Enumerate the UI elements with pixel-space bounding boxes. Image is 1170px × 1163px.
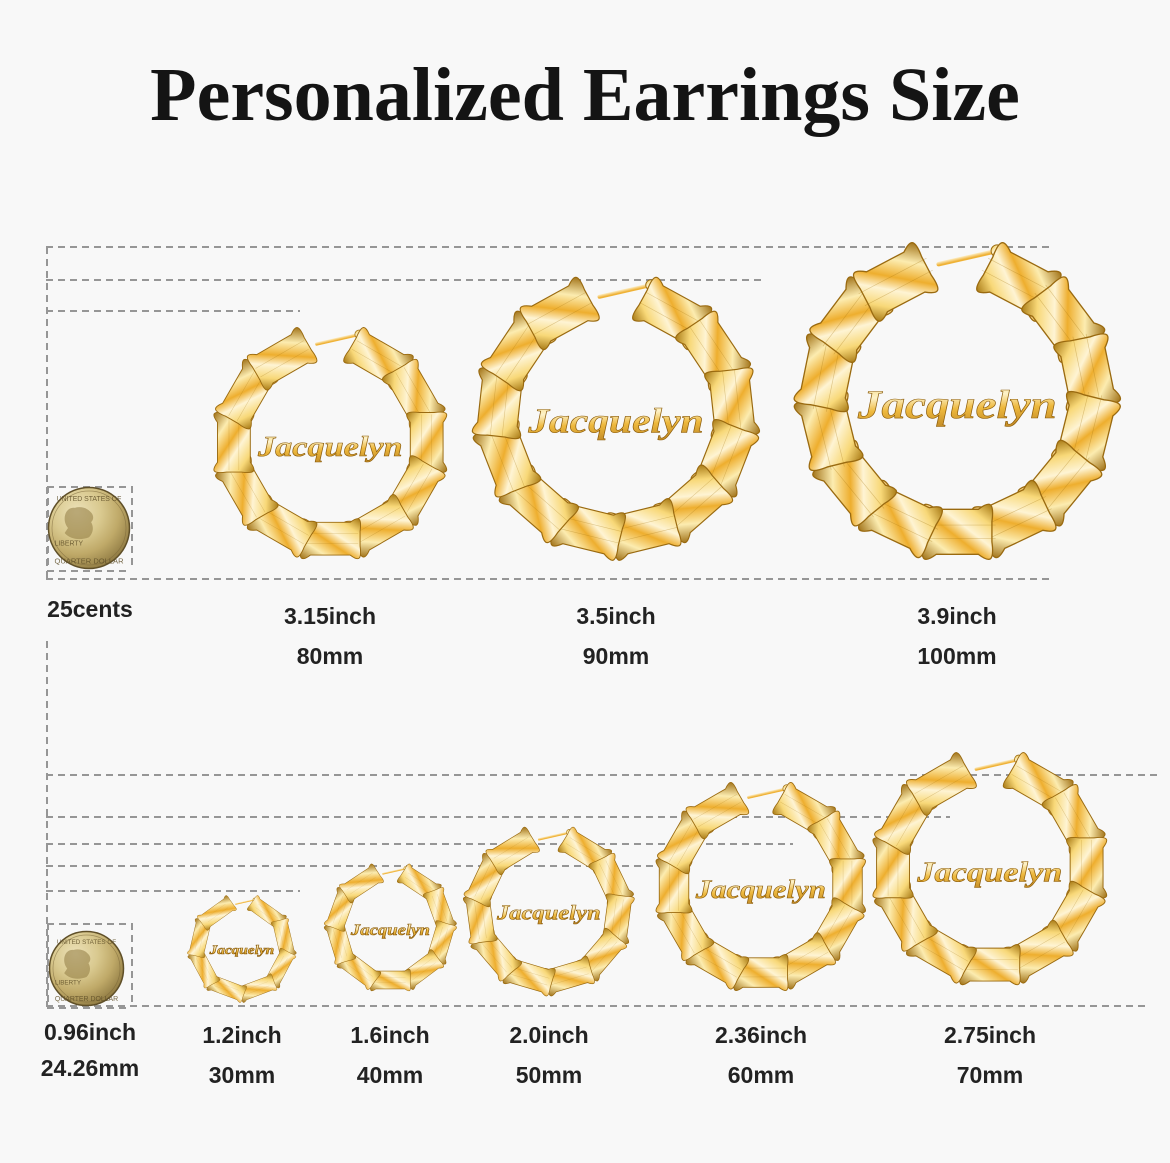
svg-text:LIBERTY: LIBERTY [54, 980, 81, 987]
svg-text:QUARTER DOLLAR: QUARTER DOLLAR [54, 557, 124, 566]
svg-text:UNITED STATES OF: UNITED STATES OF [56, 939, 115, 946]
svg-text:QUARTER DOLLAR: QUARTER DOLLAR [54, 996, 117, 1003]
svg-text:Jacquelyn: Jacquelyn [209, 943, 275, 957]
svg-text:Jacquelyn: Jacquelyn [916, 857, 1062, 889]
svg-text:Jacquelyn: Jacquelyn [349, 922, 429, 939]
svg-text:Jacquelyn: Jacquelyn [257, 431, 403, 463]
svg-text:Jacquelyn: Jacquelyn [496, 902, 601, 924]
svg-text:Jacquelyn: Jacquelyn [527, 401, 703, 440]
svg-text:LIBERTY: LIBERTY [55, 541, 84, 548]
svg-text:UNITED STATES OF: UNITED STATES OF [57, 496, 122, 503]
svg-text:Jacquelyn: Jacquelyn [695, 875, 826, 904]
svg-text:Jacquelyn: Jacquelyn [856, 383, 1056, 427]
